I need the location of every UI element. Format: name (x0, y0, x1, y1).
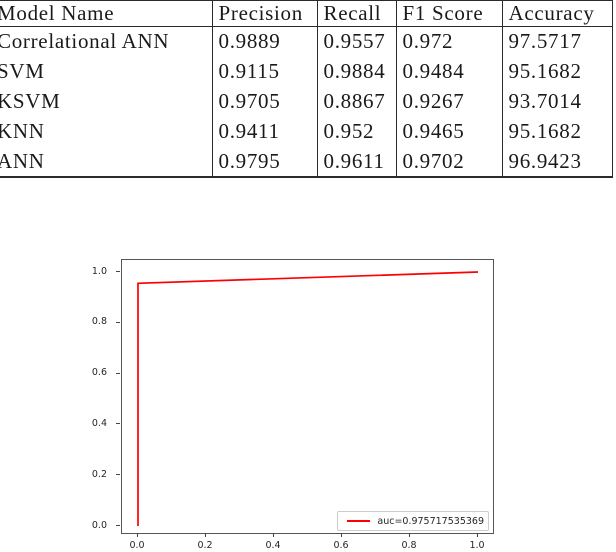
y-tick-label: 0.2 (91, 468, 107, 480)
y-tick-label: 0.8 (91, 316, 107, 328)
y-tick-mark (116, 271, 120, 272)
table-row: ANN 0.9795 0.9611 0.9702 96.9423 (0, 146, 613, 177)
roc-curve-svg (137, 271, 479, 526)
y-tick-mark (116, 423, 120, 425)
col-header-accuracy: Accuracy (502, 0, 613, 27)
y-tick-mark (116, 372, 120, 374)
x-tick-label: 0.0 (129, 540, 145, 551)
cell-f1-score: 0.9465 (396, 116, 503, 147)
cell-f1-score: 0.9484 (396, 56, 503, 87)
cell-model-name: ANN (0, 146, 213, 177)
cell-model-name: KSVM (0, 86, 213, 117)
x-tick-label: 0.8 (401, 540, 417, 551)
cell-recall: 0.9557 (317, 26, 397, 57)
cell-precision: 0.9115 (212, 56, 318, 87)
col-header-model-name: Model Name (0, 0, 213, 27)
y-tick-mark (116, 474, 120, 476)
legend-line-swatch (347, 520, 371, 522)
plot-area: auc=0.975717535369 (121, 259, 494, 534)
col-header-f1-score: F1 Score (396, 0, 503, 27)
col-header-precision: Precision (212, 0, 318, 27)
cell-accuracy: 97.5717 (502, 26, 613, 57)
cell-accuracy: 95.1682 (502, 116, 613, 147)
x-tick-mark (477, 533, 478, 537)
cell-recall: 0.952 (317, 116, 397, 147)
cell-accuracy: 95.1682 (502, 56, 613, 87)
cell-precision: 0.9889 (212, 26, 318, 57)
cell-model-name: KNN (0, 116, 213, 147)
y-tick-label: 0.4 (91, 417, 107, 429)
y-tick-label: 0.6 (91, 367, 107, 379)
cell-precision: 0.9411 (212, 116, 318, 147)
x-tick-label: 1.0 (469, 540, 485, 551)
cell-accuracy: 93.7014 (502, 86, 613, 117)
roc-curve (137, 271, 479, 526)
cell-recall: 0.9884 (317, 56, 397, 87)
y-tick-mark (116, 321, 120, 323)
x-tick-mark (409, 533, 410, 537)
cell-f1-score: 0.9702 (396, 146, 503, 177)
cell-precision: 0.9795 (212, 146, 318, 177)
chart-legend: auc=0.975717535369 (337, 511, 489, 531)
x-tick-label: 0.6 (333, 540, 349, 551)
x-tick-mark (137, 533, 138, 537)
table-row: SVM 0.9115 0.9884 0.9484 95.1682 (0, 56, 613, 87)
x-tick-mark (205, 533, 206, 537)
table-header-row: Model Name Precision Recall F1 Score Acc… (0, 0, 613, 27)
cell-model-name: Correlational ANN (0, 26, 213, 57)
y-tick-mark (116, 525, 120, 526)
x-tick-label: 0.2 (197, 540, 213, 551)
cell-f1-score: 0.9267 (396, 86, 503, 117)
x-tick-label: 0.4 (265, 540, 281, 551)
col-header-recall: Recall (317, 0, 397, 27)
cell-recall: 0.9611 (317, 146, 397, 177)
cell-recall: 0.8867 (317, 86, 397, 117)
x-tick-mark (341, 533, 342, 537)
metrics-table: Model Name Precision Recall F1 Score Acc… (0, 0, 613, 178)
legend-label: auc=0.975717535369 (377, 515, 484, 527)
x-tick-mark (273, 533, 274, 537)
cell-precision: 0.9705 (212, 86, 318, 117)
table-row: KSVM 0.9705 0.8867 0.9267 93.7014 (0, 86, 613, 117)
y-tick-label: 1.0 (91, 265, 107, 277)
cell-model-name: SVM (0, 56, 213, 87)
y-tick-label: 0.0 (91, 519, 107, 531)
table-row: Correlational ANN 0.9889 0.9557 0.972 97… (0, 26, 613, 57)
table-row: KNN 0.9411 0.952 0.9465 95.1682 (0, 116, 613, 147)
cell-f1-score: 0.972 (396, 26, 503, 57)
cell-accuracy: 96.9423 (502, 146, 613, 177)
